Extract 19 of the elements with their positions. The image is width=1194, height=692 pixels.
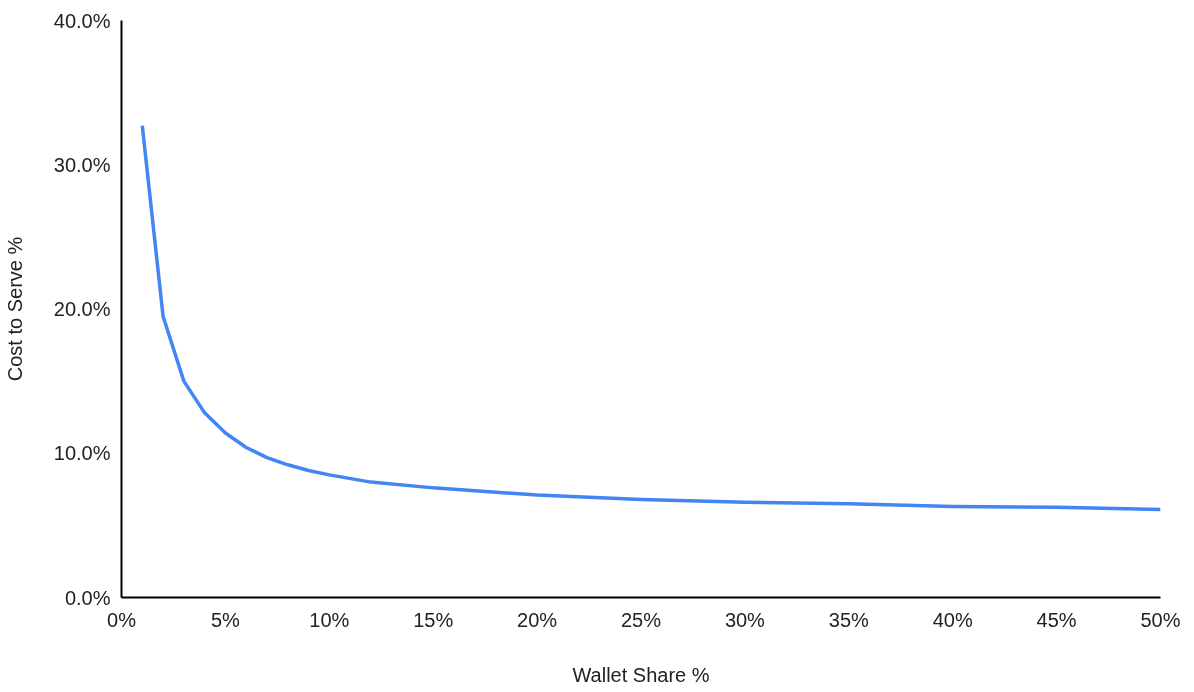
x-tick-label: 20% <box>517 608 558 631</box>
x-tick-label: 45% <box>1036 608 1077 631</box>
x-tick-label: 30% <box>724 608 766 631</box>
x-tick-label: 15% <box>413 608 454 631</box>
line-series <box>140 124 1161 512</box>
y-axis-title: Cost to Serve % <box>3 236 26 382</box>
x-tick-label: 0% <box>107 608 137 631</box>
x-tick-label: 10% <box>309 608 350 631</box>
y-tick-label: 30.0% <box>53 153 111 176</box>
y-tick-label: 10.0% <box>53 442 111 465</box>
y-tick-label: 40.0% <box>53 9 111 32</box>
x-tick-label: 25% <box>620 608 662 631</box>
y-tick-label: 20.0% <box>53 298 111 320</box>
x-axis-title: Wallet Share % <box>572 663 710 686</box>
y-tick-label: 0.0% <box>64 586 111 609</box>
x-tick-label: 5% <box>210 608 241 631</box>
x-tick-label: 50% <box>1140 608 1181 631</box>
x-tick-label: 35% <box>828 608 870 631</box>
x-tick-label: 40% <box>932 608 973 631</box>
